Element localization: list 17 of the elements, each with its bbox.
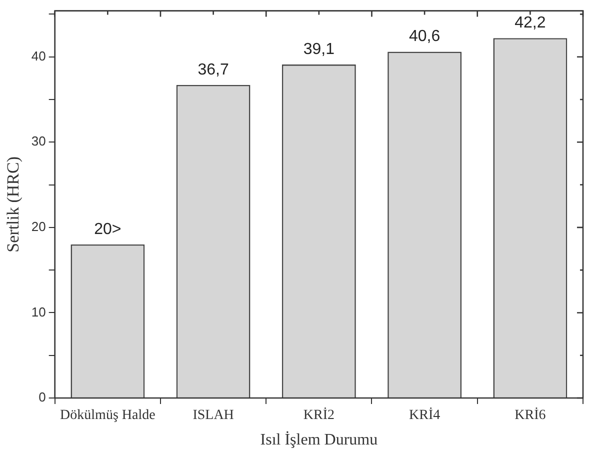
x-tick-label: KRİ6 — [514, 407, 546, 424]
y-tick-label: 20 — [31, 219, 46, 234]
x-tick-label: KRİ4 — [408, 407, 440, 424]
data-label: 42,2 — [514, 14, 546, 32]
x-tick-label: Dökülmüş Halde — [60, 408, 156, 424]
x-axis-title: Isıl İşlem Durumu — [260, 430, 378, 449]
data-label: 39,1 — [303, 40, 335, 58]
y-tick-label: 0 — [38, 390, 46, 405]
y-tick-label: 30 — [31, 134, 46, 149]
data-label: 40,6 — [408, 28, 440, 46]
x-tick-label: ISLAH — [192, 408, 234, 424]
data-label: 20> — [94, 220, 122, 238]
x-tick-label: KRİ2 — [303, 407, 334, 424]
y-tick-label: 40 — [31, 48, 46, 64]
y-tick-label: 10 — [31, 304, 46, 320]
y-axis-title: Sertlik (HRC) — [4, 156, 23, 252]
data-label: 36,7 — [198, 61, 229, 78]
